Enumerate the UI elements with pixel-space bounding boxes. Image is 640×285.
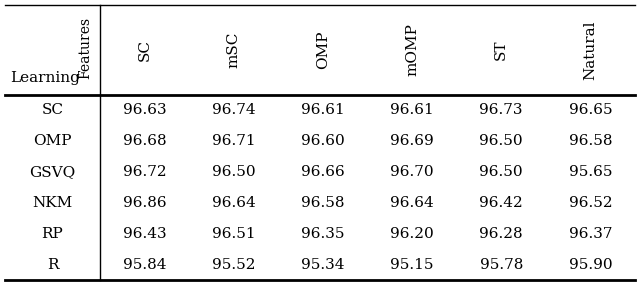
Text: 96.66: 96.66 [301,165,345,179]
Text: 96.61: 96.61 [301,103,345,117]
Text: 96.50: 96.50 [212,165,255,179]
Text: 96.86: 96.86 [123,196,166,210]
Text: 96.60: 96.60 [301,134,345,148]
Text: OMP: OMP [33,134,72,148]
Text: 96.43: 96.43 [123,227,166,241]
Text: 95.90: 95.90 [568,258,612,272]
Text: 96.72: 96.72 [123,165,166,179]
Text: 96.69: 96.69 [390,134,434,148]
Text: 96.71: 96.71 [212,134,255,148]
Text: 96.50: 96.50 [479,165,523,179]
Text: 96.74: 96.74 [212,103,255,117]
Text: SC: SC [42,103,63,117]
Text: 96.61: 96.61 [390,103,434,117]
Text: 96.42: 96.42 [479,196,523,210]
Text: 96.64: 96.64 [212,196,255,210]
Text: RP: RP [42,227,63,241]
Text: GSVQ: GSVQ [29,165,76,179]
Text: 95.52: 95.52 [212,258,255,272]
Text: 95.34: 95.34 [301,258,345,272]
Text: 96.73: 96.73 [479,103,523,117]
Text: 96.70: 96.70 [390,165,434,179]
Text: Features: Features [78,17,92,79]
Text: 96.28: 96.28 [479,227,523,241]
Text: Learning: Learning [10,71,80,85]
Text: 96.37: 96.37 [569,227,612,241]
Text: 95.15: 95.15 [390,258,434,272]
Text: 96.50: 96.50 [479,134,523,148]
Text: Natural: Natural [584,20,597,80]
Text: R: R [47,258,58,272]
Text: 96.65: 96.65 [568,103,612,117]
Text: 96.64: 96.64 [390,196,434,210]
Text: 96.63: 96.63 [123,103,166,117]
Text: mOMP: mOMP [405,24,419,76]
Text: 96.51: 96.51 [212,227,255,241]
Text: mSC: mSC [227,32,241,68]
Text: ST: ST [494,40,508,60]
Text: 96.58: 96.58 [301,196,345,210]
Text: 96.35: 96.35 [301,227,345,241]
Text: 96.52: 96.52 [568,196,612,210]
Text: 96.68: 96.68 [123,134,166,148]
Text: OMP: OMP [316,31,330,69]
Text: SC: SC [138,39,152,61]
Text: 95.78: 95.78 [479,258,523,272]
Text: 96.58: 96.58 [569,134,612,148]
Text: 95.65: 95.65 [569,165,612,179]
Text: 96.20: 96.20 [390,227,434,241]
Text: 95.84: 95.84 [123,258,166,272]
Text: NKM: NKM [33,196,72,210]
